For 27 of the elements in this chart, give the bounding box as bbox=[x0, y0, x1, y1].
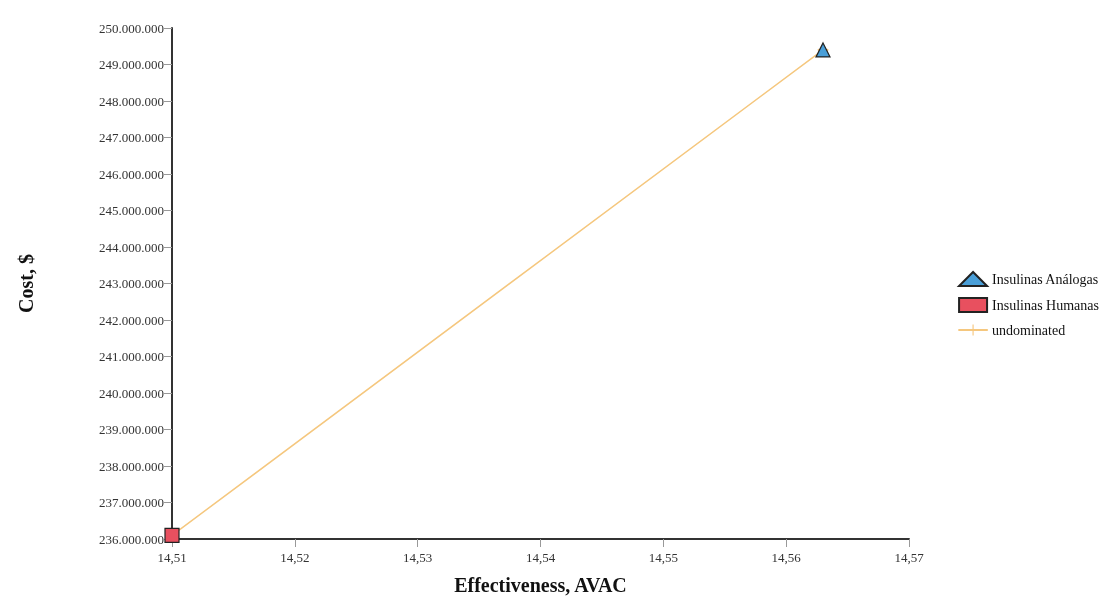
x-tick-label: 14,57 bbox=[894, 550, 925, 565]
x-tick-label: 14,52 bbox=[280, 550, 310, 565]
y-tick-label: 236.000.000 bbox=[99, 531, 164, 547]
y-tick-label: 247.000.000 bbox=[99, 130, 164, 145]
y-tick-label: 237.000.000 bbox=[99, 495, 164, 510]
y-tick-label: 239.000.000 bbox=[99, 422, 164, 437]
y-tick-label: 238.000.000 bbox=[99, 458, 164, 474]
legend-label: Insulinas Humanas bbox=[992, 297, 1100, 313]
legend-label: Insulinas Análogas bbox=[992, 271, 1099, 287]
x-tick-label: 14,55 bbox=[648, 550, 678, 565]
y-tick-label: 240.000.000 bbox=[99, 385, 164, 401]
y-tick-label: 243.000.000 bbox=[99, 276, 164, 291]
legend-label: undominated bbox=[992, 322, 1066, 338]
y-tick-label: 241.000.000 bbox=[99, 349, 164, 364]
x-tick-label: 14,56 bbox=[771, 550, 802, 565]
x-axis-title: Effectiveness, AVAC bbox=[454, 574, 627, 596]
y-tick-label: 249.000.000 bbox=[99, 57, 164, 72]
x-tick-label: 14,53 bbox=[403, 550, 433, 565]
y-tick-label: 246.000.000 bbox=[99, 166, 164, 182]
y-tick-label: 245.000.000 bbox=[99, 203, 164, 218]
y-axis-title: Cost, $ bbox=[15, 254, 37, 313]
y-tick-label: 242.000.000 bbox=[99, 312, 164, 328]
x-tick-label: 14,54 bbox=[525, 550, 556, 565]
x-tick-label: 14,51 bbox=[157, 550, 187, 565]
y-tick-label: 248.000.000 bbox=[99, 93, 164, 109]
y-tick-label: 244.000.000 bbox=[99, 239, 164, 255]
y-tick-label: 250.000.000 bbox=[99, 20, 164, 36]
